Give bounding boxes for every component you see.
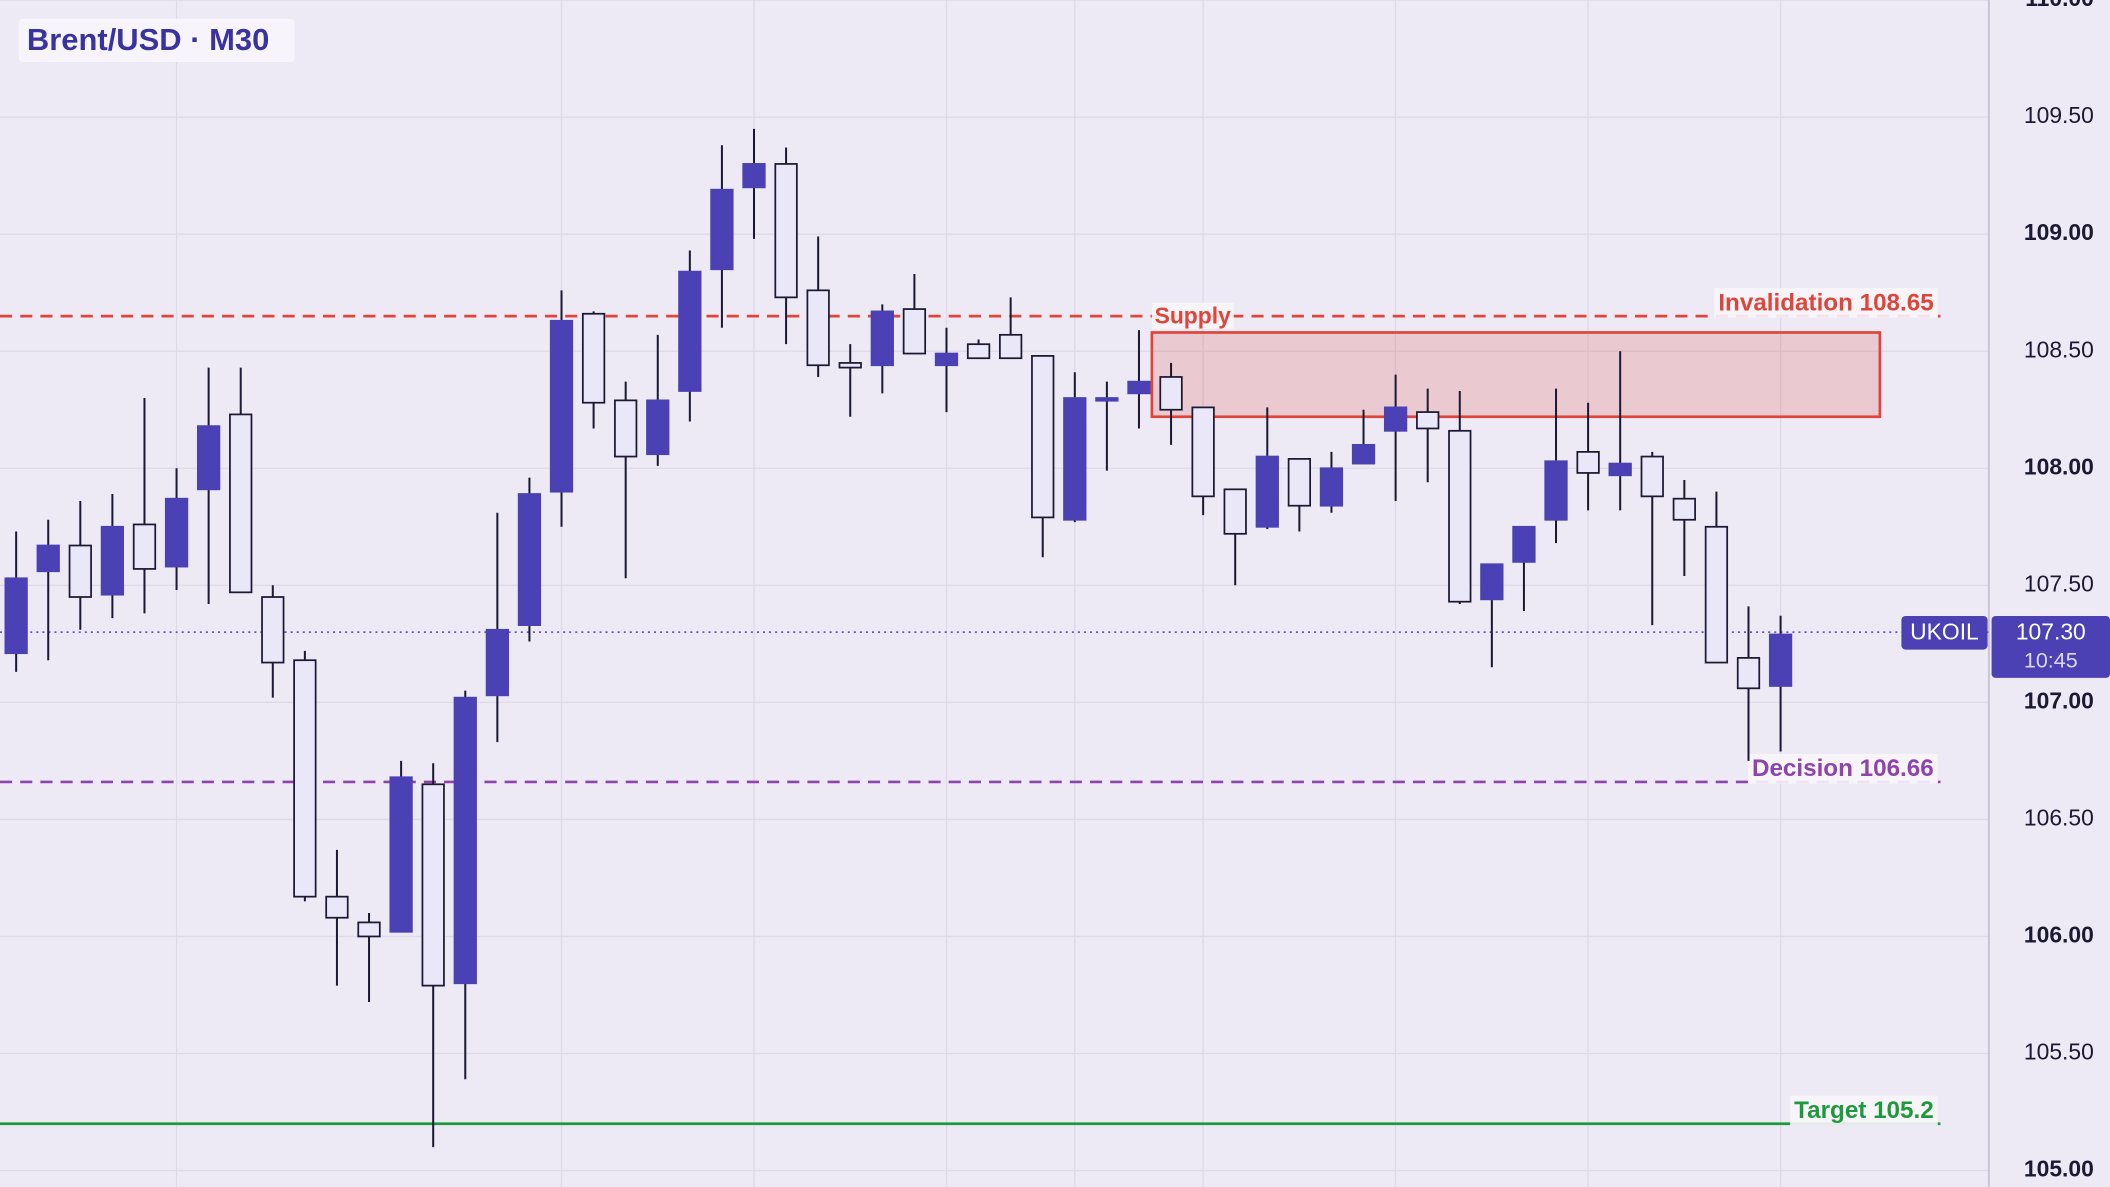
candle-body (1480, 563, 1504, 601)
price-tag (1991, 615, 2110, 678)
level-label-background (1790, 1095, 1938, 1126)
candle-body (229, 413, 253, 594)
candle-body (806, 289, 830, 367)
level-label: Decision 106.66 (1752, 755, 1934, 782)
candle-body (1223, 488, 1247, 535)
supply-zone (1150, 331, 1882, 419)
candle-body (646, 399, 670, 456)
y-tick-label: 109.50 (2024, 102, 2094, 128)
candle-body (1063, 397, 1087, 521)
candle-body (36, 544, 60, 573)
candle-body (100, 525, 125, 596)
candle-body (838, 362, 862, 369)
candle-body (1736, 657, 1761, 690)
y-tick-label: 107.50 (2024, 570, 2094, 596)
candle-body (1351, 443, 1376, 465)
candle-body (774, 163, 798, 299)
level-label-background (1747, 753, 1938, 784)
y-tick-label: 105.00 (2024, 1156, 2094, 1182)
candle-body (742, 163, 766, 189)
grid (0, 0, 1989, 1187)
candle-body (999, 333, 1023, 360)
candle-body (1095, 397, 1119, 402)
candle-body (1576, 450, 1600, 474)
y-tick-label: 110.00 (2025, 0, 2094, 11)
candle-body (1031, 355, 1055, 519)
candle-body (389, 776, 413, 933)
candle-body (1287, 458, 1312, 507)
symbol-tag-label: UKOIL (1910, 619, 1979, 645)
candle-body (4, 577, 28, 655)
candle-body (1704, 525, 1729, 664)
candle-body (1159, 376, 1183, 411)
candle-body (1319, 467, 1344, 507)
candle-body (1191, 406, 1215, 498)
candle-body (261, 596, 285, 664)
zone-label: Supply (1155, 303, 1231, 329)
candle-body (710, 188, 734, 271)
y-tick-label: 105.50 (2024, 1039, 2094, 1065)
symbol-tag (1901, 615, 1988, 650)
candle-body (549, 319, 574, 493)
candle-body (581, 312, 606, 404)
y-tick-label: 108.50 (2024, 336, 2094, 362)
candle-body (164, 497, 189, 568)
candle-body (68, 544, 92, 598)
countdown-label: 10:45 (2024, 648, 2078, 672)
chart-title: Brent/USD · M30 (27, 22, 269, 57)
candle-body (421, 783, 445, 987)
candle-body (1416, 411, 1440, 430)
zone-label-background (1151, 302, 1234, 329)
candle-body (325, 895, 349, 919)
level-label-background (1714, 288, 1938, 318)
y-tick-label: 106.50 (2024, 804, 2094, 830)
title-background (18, 18, 295, 62)
candle-body (1512, 525, 1536, 563)
price-tag-label: 107.30 (2016, 619, 2086, 645)
candle-body (1672, 497, 1696, 521)
candle-body (934, 352, 959, 367)
candle-body (902, 308, 927, 355)
y-tick-label: 108.00 (2024, 453, 2094, 479)
candle-body (678, 270, 702, 392)
y-tick-label: 109.00 (2024, 219, 2094, 245)
candle-body (1255, 455, 1279, 528)
candle-body (453, 696, 477, 985)
candle-body (1640, 455, 1664, 498)
candle-body (517, 493, 542, 626)
candle-body (293, 659, 317, 898)
candle-body (1127, 380, 1151, 395)
candle-body (1608, 462, 1632, 477)
y-tick-label: 106.00 (2024, 921, 2094, 947)
candle-body (870, 310, 894, 367)
candle-body (1448, 429, 1472, 603)
candle-body (1544, 460, 1568, 521)
candle-body (614, 399, 638, 458)
candle-body (196, 425, 221, 491)
candle-body (357, 921, 381, 938)
candle-body (966, 343, 991, 360)
level-label: Invalidation 108.65 (1718, 289, 1933, 316)
candle-body (1768, 633, 1793, 687)
candle-body (1383, 406, 1408, 432)
candle-body (485, 628, 509, 697)
y-tick-label: 107.00 (2024, 687, 2094, 713)
candle-body (132, 523, 157, 570)
level-label: Target 105.2 (1794, 1097, 1934, 1124)
